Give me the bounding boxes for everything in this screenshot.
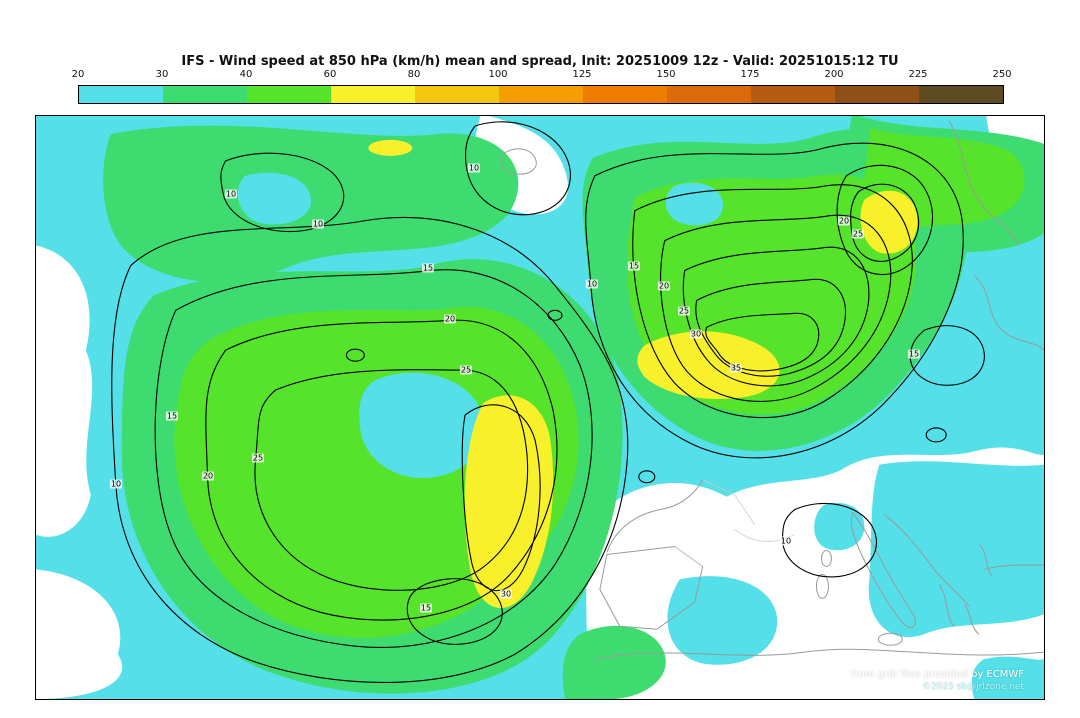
colorbar-tick: 250 — [992, 69, 1012, 80]
colorbar-segment — [499, 86, 583, 103]
colorbar-segment — [331, 86, 415, 103]
colorbar-tick: 100 — [488, 69, 508, 80]
colorbar-tick: 20 — [71, 69, 85, 80]
colorbar-tick: 150 — [656, 69, 676, 80]
colorbar — [78, 85, 1004, 104]
map-svg — [36, 116, 1044, 699]
colorbar-segment — [583, 86, 667, 103]
colorbar-tick: 30 — [155, 69, 169, 80]
colorbar-segment — [247, 86, 331, 103]
colorbar-segment — [919, 86, 1003, 103]
colorbar-tick: 225 — [908, 69, 928, 80]
colorbar-tick: 60 — [323, 69, 337, 80]
chart-title: IFS - Wind speed at 850 hPa (km/h) mean … — [181, 54, 899, 69]
spread-contours — [111, 121, 985, 684]
colorbar-tick: 175 — [740, 69, 760, 80]
colorbar-segment — [667, 86, 751, 103]
fill-yellow-60 — [368, 139, 918, 609]
map-area: from grib files provided by ECMWF ©2025 … — [35, 115, 1045, 700]
colorbar-tick: 80 — [407, 69, 421, 80]
colorbar-segment — [79, 86, 163, 103]
colorbar-segment — [415, 86, 499, 103]
colorbar-segment — [163, 86, 247, 103]
colorbar-tick: 200 — [824, 69, 844, 80]
colorbar-tick: 125 — [572, 69, 592, 80]
colorbar-ticks: 20 30 40 60 80 100 125 150 175 200 225 250 — [72, 69, 1012, 82]
colorbar-segment — [835, 86, 919, 103]
colorbar-tick: 40 — [239, 69, 253, 80]
colorbar-segment — [751, 86, 835, 103]
fill-cyan-holes — [237, 172, 1044, 699]
